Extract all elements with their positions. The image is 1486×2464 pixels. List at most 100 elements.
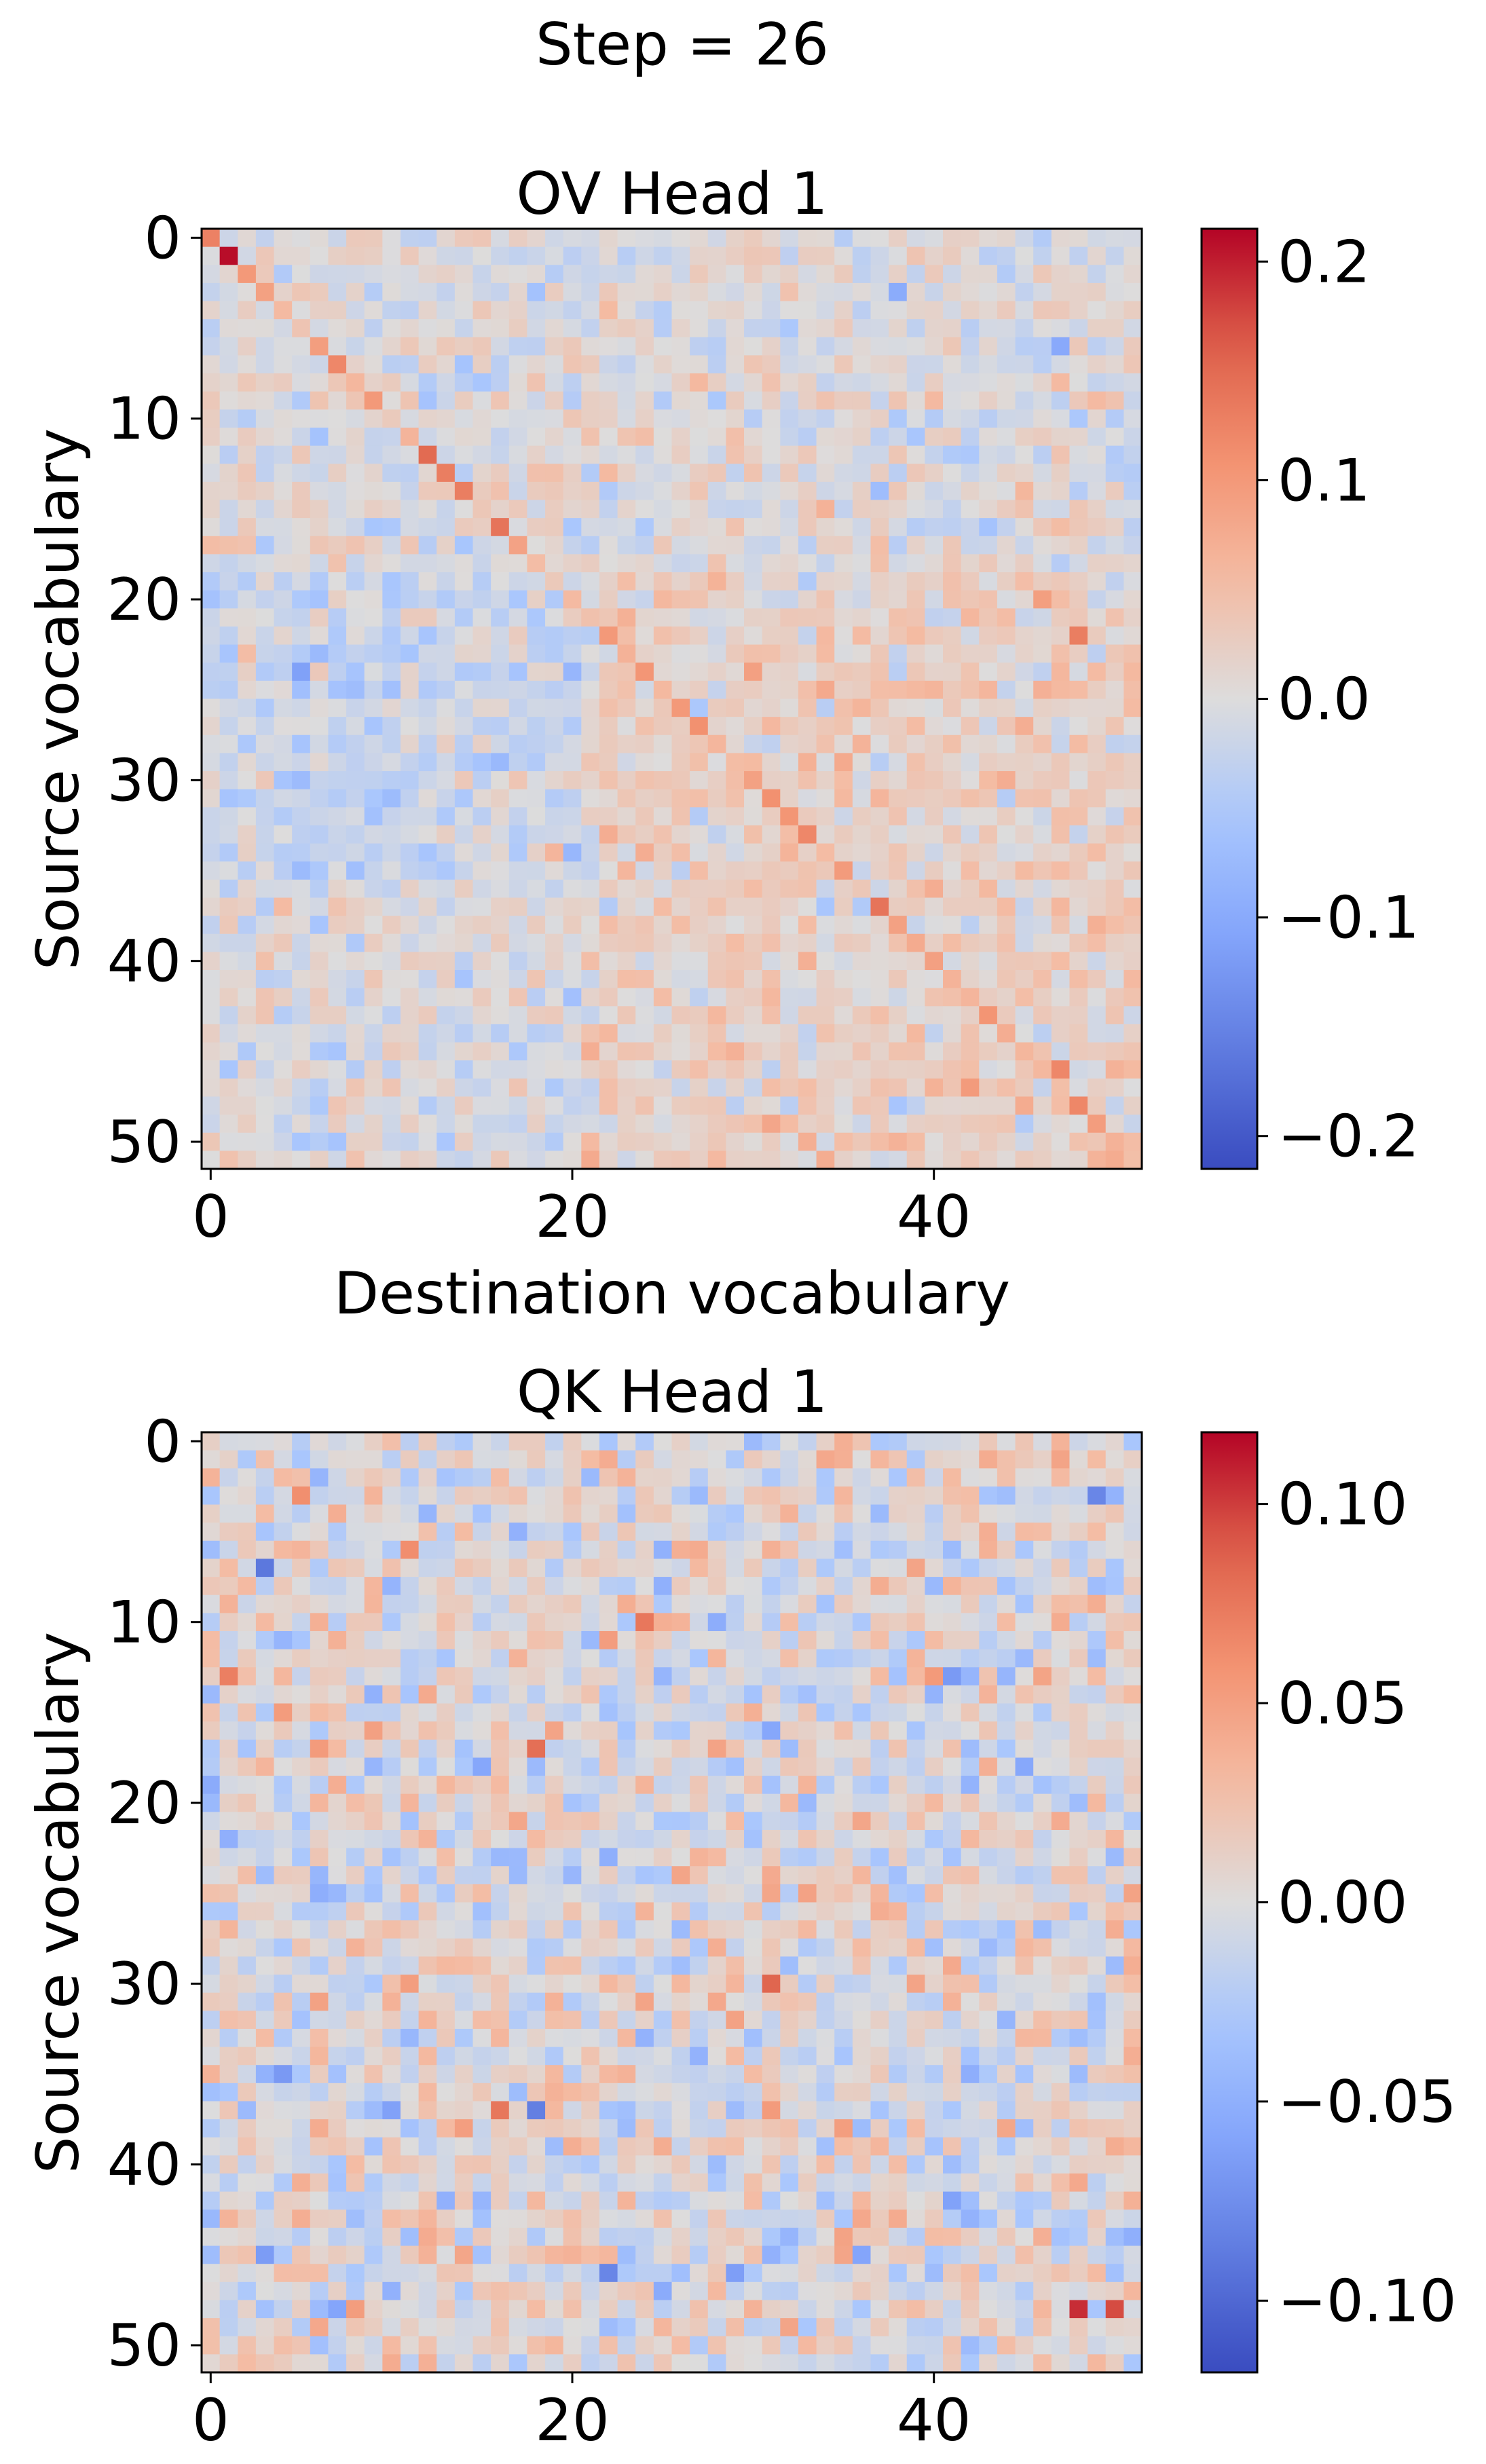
heatmap-cell — [563, 2191, 582, 2210]
heatmap-cell — [202, 1486, 221, 1506]
heatmap-cell — [382, 518, 401, 537]
heatmap-cell — [997, 2101, 1016, 2120]
heatmap-cell — [472, 843, 491, 862]
heatmap-cell — [852, 879, 872, 899]
heatmap-cell — [274, 1594, 293, 1613]
heatmap-cell — [219, 608, 238, 627]
heatmap-cell — [1088, 933, 1107, 952]
heatmap-cell — [581, 644, 600, 663]
heatmap-cell — [563, 1042, 582, 1061]
heatmap-cell — [581, 1739, 600, 1759]
heatmap-cell — [906, 355, 925, 374]
heatmap-cell — [202, 717, 221, 736]
heatmap-cell — [328, 1938, 347, 1957]
heatmap-cell — [816, 1486, 835, 1506]
heatmap-cell — [418, 1594, 437, 1613]
heatmap-cell — [545, 1613, 564, 1632]
heatmap-cell — [527, 1739, 546, 1759]
heatmap-cell — [635, 988, 654, 1007]
heatmap-cell — [238, 265, 257, 284]
heatmap-cell — [979, 1577, 998, 1596]
heatmap-cell — [726, 1558, 745, 1578]
heatmap-cell — [563, 373, 582, 392]
heatmap-cell — [491, 319, 510, 338]
heatmap-cell — [219, 1006, 238, 1025]
heatmap-cell — [202, 1793, 221, 1812]
heatmap-cell — [979, 1812, 998, 1831]
heatmap-cell — [508, 2155, 528, 2174]
heatmap-cell — [328, 680, 347, 700]
heatmap-cell — [816, 933, 835, 952]
heatmap-cell — [889, 355, 908, 374]
heatmap-cell — [997, 554, 1016, 573]
heatmap-cell — [274, 2028, 293, 2048]
heatmap-cell — [1105, 2155, 1124, 2174]
heatmap-cell — [617, 2191, 636, 2210]
heatmap-cell — [870, 1812, 889, 1831]
heatmap-cell — [816, 2011, 835, 2030]
heatmap-cell — [418, 373, 437, 392]
heatmap-cell — [1015, 843, 1034, 862]
heatmap-cell — [707, 1739, 726, 1759]
heatmap-cell — [1123, 2047, 1143, 2066]
heatmap-cell — [255, 2119, 275, 2138]
heatmap-cell — [1123, 1975, 1143, 1994]
heatmap-cell — [274, 807, 293, 826]
heatmap-cell — [870, 680, 889, 700]
heatmap-cell — [400, 518, 420, 537]
heatmap-cell — [816, 1504, 835, 1523]
heatmap-cell — [436, 952, 456, 971]
heatmap-cell — [870, 1151, 889, 1170]
heatmap-cell — [310, 1649, 329, 1668]
heatmap-cell — [418, 1042, 437, 1061]
heatmap-cell — [472, 1757, 491, 1776]
heatmap-cell — [400, 753, 420, 772]
heatmap-cell — [1069, 2155, 1088, 2174]
heatmap-cell — [961, 1006, 980, 1025]
heatmap-cell — [707, 2155, 726, 2174]
heatmap-cell — [671, 2155, 690, 2174]
heatmap-cell — [906, 536, 925, 555]
heatmap-cell — [852, 1577, 872, 1596]
heatmap-cell — [653, 970, 673, 989]
heatmap-cell — [400, 2083, 420, 2102]
heatmap-cell — [780, 2028, 799, 2048]
heatmap-cell — [1105, 301, 1124, 320]
heatmap-cell — [762, 445, 781, 464]
heatmap-cell — [274, 481, 293, 501]
heatmap-cell — [780, 2101, 799, 2120]
heatmap-cell — [328, 2119, 347, 2138]
heatmap-cell — [400, 789, 420, 808]
heatmap-cell — [798, 1450, 817, 1469]
heatmap-cell — [219, 2119, 238, 2138]
heatmap-cell — [255, 1432, 275, 1451]
heatmap-cell — [418, 608, 437, 627]
heatmap-cell — [310, 1594, 329, 1613]
heatmap-cell — [1015, 1721, 1034, 1740]
heatmap-cell — [400, 879, 420, 899]
heatmap-cell — [527, 2083, 546, 2102]
heatmap-cell — [762, 373, 781, 392]
heatmap-cell — [997, 500, 1016, 519]
heatmap-cell — [834, 391, 853, 410]
heatmap-cell — [1051, 1115, 1071, 1134]
heatmap-cell — [202, 409, 221, 428]
heatmap-cell — [255, 1096, 275, 1115]
heatmap-cell — [599, 1450, 618, 1469]
heatmap-cell — [581, 373, 600, 392]
heatmap-cell — [617, 518, 636, 537]
heatmap-cell — [943, 1504, 962, 1523]
heatmap-cell — [834, 1450, 853, 1469]
heatmap-cell — [1105, 861, 1124, 880]
heatmap-cell — [508, 572, 528, 591]
heatmap-cell — [889, 1006, 908, 1025]
heatmap-cell — [762, 897, 781, 916]
heatmap-cell — [726, 1685, 745, 1704]
heatmap-cell — [599, 608, 618, 627]
heatmap-cell — [744, 1594, 763, 1613]
heatmap-cell — [961, 861, 980, 880]
heatmap-cell — [961, 2047, 980, 2066]
heatmap-cell — [726, 1884, 745, 1903]
heatmap-cell — [852, 518, 872, 537]
heatmap-cell — [1033, 1132, 1052, 1151]
